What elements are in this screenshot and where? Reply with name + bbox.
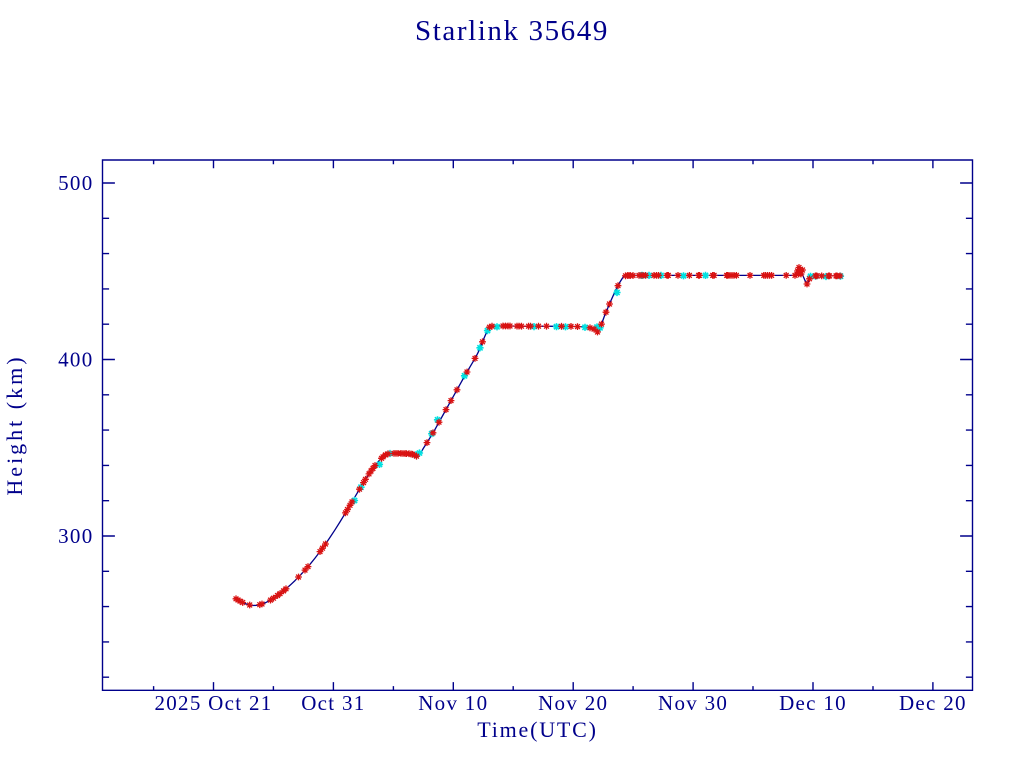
svg-text:Nov 30: Nov 30	[658, 691, 728, 715]
svg-text:Height (km): Height (km)	[2, 354, 27, 495]
svg-text:Nov 10: Nov 10	[418, 691, 488, 715]
svg-text:Nov 20: Nov 20	[538, 691, 608, 715]
svg-text:400: 400	[58, 347, 93, 371]
svg-text:500: 500	[58, 171, 93, 195]
svg-text:2025 Oct 21: 2025 Oct 21	[154, 691, 272, 715]
svg-text:Dec 10: Dec 10	[779, 691, 847, 715]
svg-text:Dec 20: Dec 20	[899, 691, 967, 715]
svg-text:Time(UTC): Time(UTC)	[477, 717, 598, 742]
svg-text:Oct 31: Oct 31	[301, 691, 365, 715]
svg-text:Starlink 35649: Starlink 35649	[415, 15, 609, 47]
svg-text:300: 300	[58, 524, 93, 548]
